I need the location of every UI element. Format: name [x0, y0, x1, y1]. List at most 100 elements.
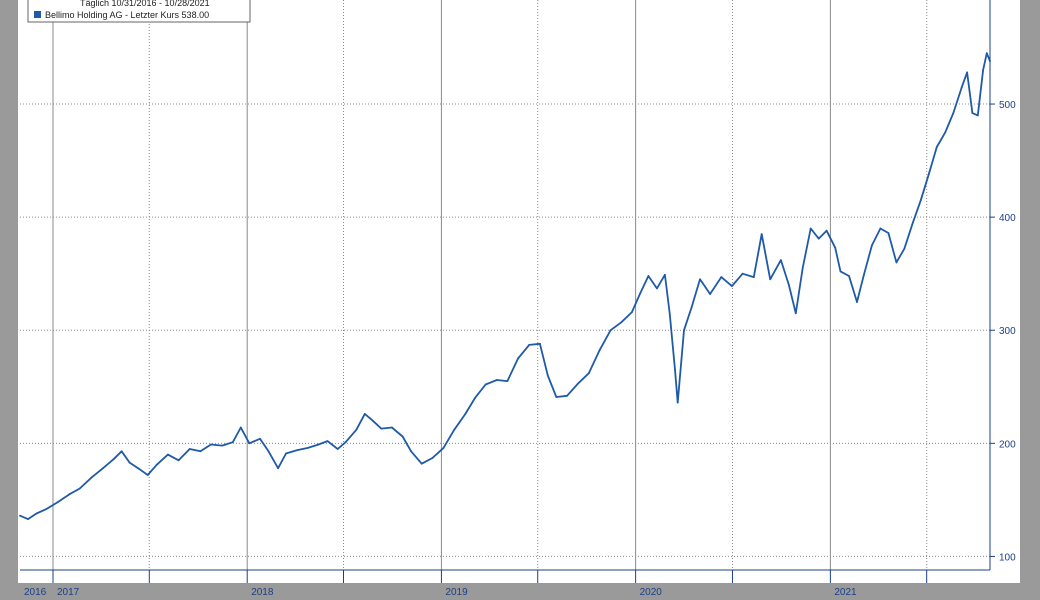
data-point [863, 273, 865, 276]
data-point [401, 435, 404, 438]
legend: Täglich 10/31/2016 - 10/28/2021 Bellimo … [27, 0, 251, 23]
data-point [960, 86, 963, 88]
data-point [128, 461, 131, 464]
data-point [199, 450, 202, 453]
data-point [911, 221, 914, 224]
data-point [221, 444, 224, 447]
x-tick-label: 2016 [24, 587, 47, 598]
data-point [794, 312, 797, 315]
x-tick-label: 2019 [445, 587, 468, 598]
y-tick-label: 500 [999, 100, 1016, 111]
data-point [363, 413, 366, 415]
data-point [112, 458, 115, 461]
data-point [809, 227, 812, 230]
data-point [871, 244, 873, 247]
data-point [848, 275, 850, 277]
data-point [474, 397, 476, 399]
data-point [431, 457, 434, 459]
legend-swatch [34, 11, 41, 18]
data-point [982, 69, 984, 71]
data-point [647, 275, 650, 277]
data-point [484, 383, 487, 386]
data-point [277, 467, 279, 470]
data-point [731, 285, 733, 287]
data-point [420, 462, 423, 465]
data-point [410, 450, 412, 453]
y-tick-label: 300 [999, 326, 1016, 337]
data-point [720, 276, 723, 278]
data-point [336, 448, 339, 450]
data-point [935, 146, 938, 148]
y-tick-label: 100 [999, 552, 1016, 563]
axes: 100 200 300 400 500 2016 2017 2018 2019 2020 2021 [20, 0, 1016, 598]
data-point [248, 442, 251, 445]
data-point [495, 379, 498, 381]
data-point [683, 329, 685, 332]
x-tick-label: 2021 [834, 587, 857, 598]
x-tick-label: 2018 [251, 587, 274, 598]
data-point [102, 467, 104, 470]
data-point [167, 453, 169, 456]
data-point [442, 447, 445, 449]
data-point [517, 357, 519, 360]
data-point [752, 276, 755, 278]
data-point [120, 450, 123, 453]
data-point [674, 368, 676, 371]
x-tick-label: 2017 [57, 587, 80, 598]
data-point [952, 112, 955, 114]
data-point [919, 199, 922, 202]
data-point [307, 447, 309, 449]
data-point [137, 467, 140, 470]
y-tick-label: 200 [999, 439, 1016, 450]
data-point [903, 247, 906, 250]
data-point [927, 173, 930, 176]
data-point [741, 272, 744, 275]
data-point [664, 273, 666, 276]
data-point [587, 372, 590, 375]
data-point [577, 382, 580, 385]
data-point [210, 443, 212, 446]
data-point [817, 237, 820, 240]
data-point [78, 487, 81, 490]
data-point [709, 293, 711, 295]
data-point [177, 459, 180, 462]
grid-lines [20, 0, 990, 570]
data-point [231, 441, 234, 444]
data-point [825, 229, 828, 232]
data-point [631, 311, 633, 313]
data-point [834, 246, 837, 249]
data-point [355, 428, 358, 431]
series-lines [19, 52, 991, 520]
data-point [760, 233, 763, 236]
y-tick-label: 400 [999, 213, 1016, 224]
data-point [609, 329, 612, 332]
data-point [971, 112, 974, 114]
data-point [879, 227, 882, 230]
data-point [769, 278, 772, 281]
data-point [259, 437, 261, 440]
data-point [788, 284, 790, 286]
data-point [780, 259, 782, 261]
data-point [506, 380, 509, 382]
data-point [566, 394, 568, 397]
legend-period: Täglich 10/31/2016 - 10/28/2021 [80, 0, 210, 8]
data-point [19, 514, 21, 517]
data-point [239, 426, 242, 429]
data-point [90, 476, 93, 479]
data-point [296, 449, 299, 451]
data-point [944, 131, 947, 134]
data-point [598, 349, 601, 352]
legend-box [27, 0, 251, 23]
data-point [690, 306, 693, 309]
x-tick-label: 2020 [640, 587, 663, 598]
data-point [371, 419, 374, 422]
data-point [699, 278, 701, 281]
data-point [27, 518, 29, 520]
data-point [45, 508, 48, 510]
data-point [528, 344, 531, 346]
legend-series: Bellimo Holding AG - Letzter Kurs 538.00 [45, 10, 209, 20]
data-point [146, 474, 149, 476]
data-point [285, 452, 287, 455]
